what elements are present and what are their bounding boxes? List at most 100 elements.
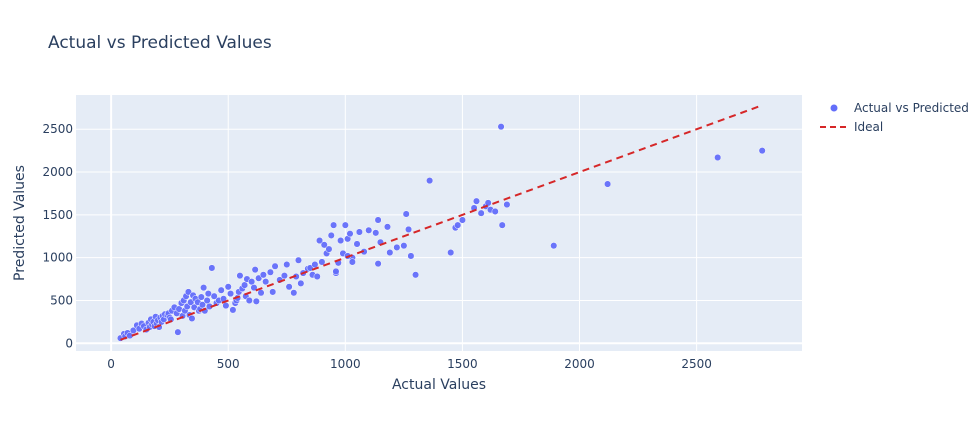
data-point[interactable] bbox=[175, 305, 183, 313]
data-point[interactable] bbox=[412, 271, 420, 279]
data-point[interactable] bbox=[229, 306, 237, 314]
data-point[interactable] bbox=[346, 230, 354, 238]
y-axis-title: Predicted Values bbox=[12, 165, 28, 281]
data-point[interactable] bbox=[498, 221, 506, 229]
data-point[interactable] bbox=[758, 147, 766, 155]
data-point[interactable] bbox=[337, 237, 345, 245]
data-point[interactable] bbox=[426, 177, 434, 185]
legend-item-scatter[interactable]: Actual vs Predicted bbox=[830, 101, 969, 115]
data-point[interactable] bbox=[454, 221, 462, 229]
data-point[interactable] bbox=[372, 229, 380, 237]
x-tick-label: 2000 bbox=[564, 357, 595, 371]
data-point[interactable] bbox=[497, 123, 505, 131]
data-point[interactable] bbox=[257, 289, 265, 297]
y-tick-label: 1500 bbox=[42, 208, 73, 222]
data-point[interactable] bbox=[393, 243, 401, 251]
data-point[interactable] bbox=[250, 284, 258, 292]
data-point[interactable] bbox=[245, 296, 253, 305]
data-point[interactable] bbox=[484, 199, 492, 207]
data-point[interactable] bbox=[203, 296, 211, 305]
x-tick-label: 0 bbox=[107, 357, 115, 371]
data-point[interactable] bbox=[374, 260, 382, 268]
legend-label-scatter: Actual vs Predicted bbox=[854, 101, 969, 115]
data-point[interactable] bbox=[353, 240, 361, 248]
legend[interactable]: Actual vs Predicted Ideal bbox=[820, 101, 969, 134]
data-point[interactable] bbox=[491, 207, 499, 215]
data-point[interactable] bbox=[236, 272, 244, 280]
data-point[interactable] bbox=[714, 153, 722, 162]
data-point[interactable] bbox=[200, 284, 208, 292]
data-point[interactable] bbox=[550, 242, 558, 250]
data-point[interactable] bbox=[271, 262, 279, 270]
data-point[interactable] bbox=[266, 268, 274, 276]
data-point[interactable] bbox=[405, 225, 413, 233]
data-point[interactable] bbox=[283, 260, 291, 269]
x-tick-label: 2500 bbox=[681, 357, 712, 371]
ideal-line-layer bbox=[120, 104, 763, 341]
x-tick-label: 1000 bbox=[330, 357, 361, 371]
data-point[interactable] bbox=[348, 258, 356, 266]
ideal-line[interactable] bbox=[120, 104, 763, 341]
y-tick-label: 1000 bbox=[42, 251, 73, 265]
data-point[interactable] bbox=[294, 256, 303, 264]
legend-item-ideal[interactable]: Ideal bbox=[820, 120, 883, 134]
y-tick-labels: 0 500 1000 1500 2000 2500 bbox=[42, 122, 73, 350]
data-point[interactable] bbox=[320, 241, 328, 249]
data-point[interactable] bbox=[604, 180, 612, 188]
data-point[interactable] bbox=[259, 271, 267, 279]
data-point[interactable] bbox=[386, 248, 394, 257]
scatter-points bbox=[116, 123, 766, 342]
data-point[interactable] bbox=[355, 228, 363, 236]
data-point[interactable] bbox=[383, 223, 392, 231]
data-point[interactable] bbox=[290, 289, 298, 297]
data-point[interactable] bbox=[407, 252, 415, 260]
data-point[interactable] bbox=[248, 278, 256, 286]
data-point[interactable] bbox=[330, 221, 338, 229]
data-point[interactable] bbox=[208, 264, 216, 272]
data-point[interactable] bbox=[197, 293, 205, 301]
data-point[interactable] bbox=[217, 286, 225, 294]
data-point[interactable] bbox=[447, 248, 455, 257]
data-point[interactable] bbox=[458, 216, 466, 224]
data-point[interactable] bbox=[204, 290, 212, 298]
data-point[interactable] bbox=[224, 283, 232, 291]
y-tick-label: 2000 bbox=[42, 165, 73, 179]
x-axis-title: Actual Values bbox=[392, 377, 486, 393]
data-point[interactable] bbox=[313, 272, 321, 281]
data-point[interactable] bbox=[269, 288, 277, 296]
data-point[interactable] bbox=[280, 272, 288, 280]
data-point[interactable] bbox=[285, 283, 293, 291]
data-point[interactable] bbox=[174, 328, 182, 336]
data-point[interactable] bbox=[311, 260, 319, 269]
data-point[interactable] bbox=[400, 242, 408, 250]
data-point[interactable] bbox=[374, 216, 382, 224]
data-point[interactable] bbox=[227, 290, 235, 298]
data-point[interactable] bbox=[251, 266, 259, 274]
data-point[interactable] bbox=[402, 210, 410, 218]
data-point[interactable] bbox=[365, 226, 373, 234]
y-tick-label: 2500 bbox=[42, 122, 73, 136]
data-point[interactable] bbox=[241, 281, 249, 289]
data-point[interactable] bbox=[316, 237, 324, 245]
data-point[interactable] bbox=[262, 278, 270, 286]
data-point[interactable] bbox=[252, 297, 260, 305]
data-point[interactable] bbox=[472, 197, 481, 205]
data-point[interactable] bbox=[325, 245, 333, 253]
y-tick-label: 500 bbox=[50, 293, 73, 307]
legend-label-ideal: Ideal bbox=[854, 120, 883, 134]
data-point[interactable] bbox=[503, 201, 511, 209]
data-point[interactable] bbox=[327, 231, 335, 239]
data-point[interactable] bbox=[318, 258, 326, 266]
data-point[interactable] bbox=[198, 301, 207, 309]
data-point[interactable] bbox=[222, 302, 230, 310]
data-point[interactable] bbox=[167, 315, 175, 323]
data-point[interactable] bbox=[341, 221, 349, 229]
x-tick-label: 1500 bbox=[447, 357, 478, 371]
data-point[interactable] bbox=[297, 279, 305, 287]
data-point[interactable] bbox=[477, 209, 485, 217]
data-point[interactable] bbox=[332, 267, 340, 275]
data-point[interactable] bbox=[210, 292, 218, 300]
y-tick-label: 0 bbox=[65, 336, 73, 350]
data-point[interactable] bbox=[188, 314, 196, 323]
